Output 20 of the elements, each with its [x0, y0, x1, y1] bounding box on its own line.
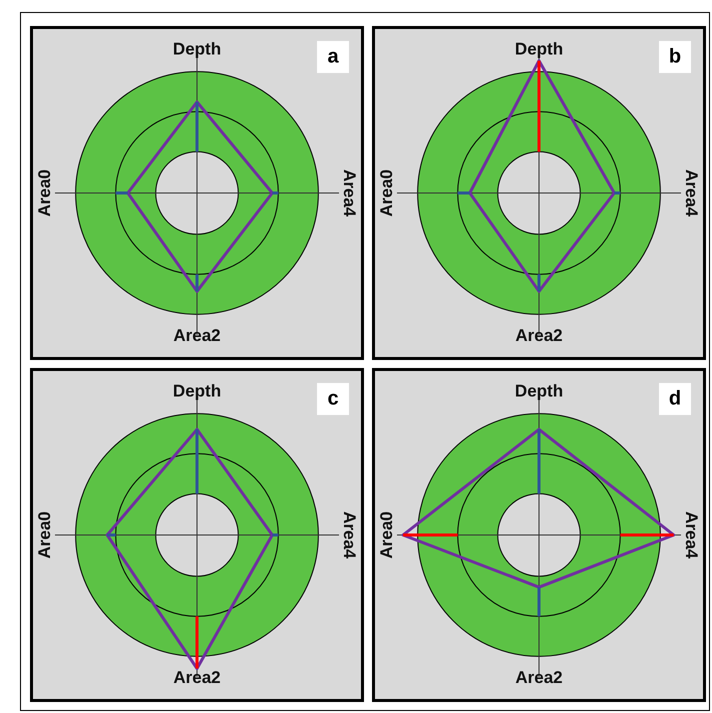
spoke-label: Area0 — [376, 169, 396, 217]
spoke-label: Area0 — [376, 511, 396, 559]
chart-title: a — [327, 46, 340, 68]
spoke-label: Area2 — [173, 326, 221, 345]
spoke-label: Depth — [514, 39, 564, 58]
spoke-label: Depth — [172, 39, 222, 58]
chart-title: b — [668, 46, 682, 68]
chart-title: d — [668, 388, 682, 410]
spoke-label: Area0 — [34, 511, 54, 559]
spoke-label: Area2 — [173, 668, 221, 687]
spoke-label: Area4 — [682, 169, 702, 218]
spoke-label: Depth — [514, 381, 564, 400]
spoke-label: Area2 — [515, 668, 563, 687]
spoke-label: Area4 — [340, 511, 360, 560]
spoke-label: Area2 — [515, 326, 563, 345]
chart-title: c — [327, 388, 339, 410]
spoke-label: Area4 — [682, 511, 702, 560]
spoke-label: Area0 — [34, 169, 54, 217]
spoke-label: Area4 — [340, 169, 360, 218]
spoke-label: Depth — [172, 381, 222, 400]
